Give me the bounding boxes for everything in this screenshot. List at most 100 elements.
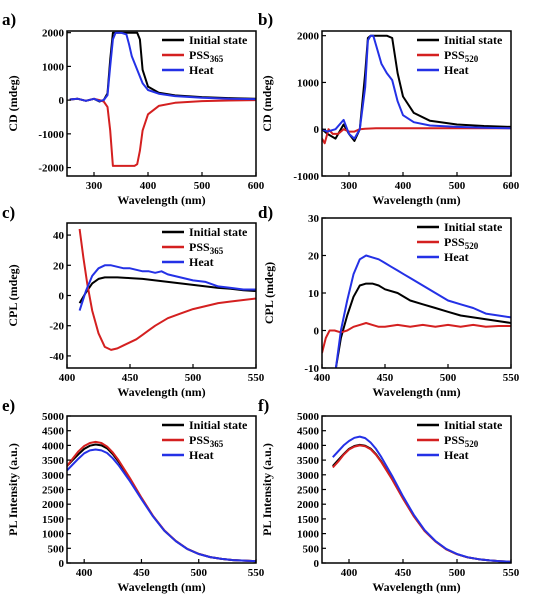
initial-state-line	[322, 36, 511, 141]
y-tick-label: 4500	[297, 426, 320, 438]
x-tick-label: 450	[133, 567, 150, 579]
y-tick-label: 500	[303, 543, 320, 555]
x-tick-label: 500	[190, 567, 207, 579]
panel-label: d)	[258, 203, 273, 222]
y-tick-label: 3000	[42, 470, 65, 482]
x-tick-label: 500	[194, 180, 211, 192]
y-axis-label: CD (mdeg)	[6, 75, 20, 131]
y-axis-label: CPL (mdeg)	[262, 262, 276, 324]
heat-line	[67, 450, 256, 562]
x-tick-label: 400	[140, 180, 157, 192]
legend-label: Initial state	[444, 418, 503, 432]
y-tick-label: 2500	[297, 485, 320, 497]
series-group	[322, 256, 511, 369]
y-axis-label: PL Intensity (a.u.)	[260, 443, 274, 536]
chart-panel-d: 400 450 500 550-100102030Wavelength (nm)CPL…	[258, 203, 520, 399]
legend-label: PSS365	[189, 433, 224, 449]
plot-frame	[322, 31, 511, 176]
y-axis-label: PL Intensity (a.u.)	[6, 443, 20, 536]
y-tick-label: 10	[308, 288, 320, 300]
x-tick-label: 500	[449, 180, 466, 192]
x-tick-label: 500	[440, 372, 457, 384]
y-tick-label: 2000	[297, 499, 320, 511]
y-tick-label: 1500	[42, 514, 65, 526]
panel-label: f)	[258, 396, 269, 415]
legend-label: Heat	[444, 63, 469, 77]
plot-frame	[67, 31, 256, 176]
chart-panel-f: 400 450 500 5500500100015002000250030003500…	[258, 396, 520, 594]
y-tick-label: 1000	[42, 529, 65, 541]
legend-label: Heat	[189, 255, 214, 269]
legend: Initial statePSS520Heat	[417, 418, 503, 462]
x-axis-label: Wavelength (nm)	[117, 385, 205, 399]
initial-state-line	[67, 445, 256, 562]
x-tick-label: 300	[341, 180, 358, 192]
y-tick-label: 1000	[297, 529, 320, 541]
y-tick-label: 500	[48, 543, 65, 555]
y-tick-label: 40	[53, 230, 65, 242]
y-tick-label: 2000	[42, 28, 65, 40]
y-tick-label: -1000	[293, 171, 319, 183]
y-tick-label: 0	[314, 124, 320, 136]
y-tick-label: 4500	[42, 426, 65, 438]
series-group	[67, 442, 256, 561]
legend-label: PSS365	[189, 240, 224, 256]
y-tick-label: -40	[49, 351, 64, 363]
y-tick-label: 3000	[297, 470, 320, 482]
heat-line	[322, 36, 511, 139]
x-tick-label: 450	[122, 372, 139, 384]
y-tick-label: 30	[308, 213, 320, 225]
y-tick-label: 0	[59, 95, 65, 107]
legend-label: PSS520	[444, 235, 479, 251]
y-tick-label: 4000	[42, 440, 65, 452]
y-tick-label: -1000	[38, 129, 64, 141]
panel-label: c)	[2, 203, 15, 222]
y-tick-label: 0	[314, 558, 320, 570]
plot-frame	[67, 223, 256, 368]
y-tick-label: -10	[304, 363, 319, 375]
y-tick-label: -20	[49, 321, 64, 333]
plot-frame	[322, 218, 511, 368]
x-tick-label: 400	[76, 567, 93, 579]
y-tick-label: 1000	[42, 61, 65, 73]
legend-label: Initial state	[444, 33, 503, 47]
legend-label: Heat	[189, 63, 214, 77]
chart-panel-a: 300 400 500 600 -2000 -1000 0 1000 2000 Wavelengt…	[2, 10, 265, 207]
y-tick-label: 0	[59, 291, 65, 303]
panel-label: a)	[2, 10, 16, 29]
legend-label: Initial state	[189, 33, 248, 47]
x-tick-label: 400	[59, 372, 76, 384]
x-tick-label: 500	[449, 567, 466, 579]
y-tick-label: 1500	[297, 514, 320, 526]
x-tick-label: 550	[503, 567, 520, 579]
chart-panel-e: 400 450 500 550 0 500 1000 1500 2000 2500 3000 3500…	[2, 396, 265, 594]
legend-label: PSS365	[189, 48, 224, 64]
series-group	[322, 36, 511, 144]
y-tick-label: 1000	[297, 77, 320, 89]
x-tick-label: 550	[248, 372, 265, 384]
y-tick-label: 2000	[297, 31, 320, 43]
x-axis-label: Wavelength (nm)	[117, 580, 205, 594]
legend-label: Heat	[444, 250, 469, 264]
legend-label: Initial state	[444, 220, 503, 234]
y-tick-label: 5000	[42, 411, 65, 423]
legend-label: PSS520	[444, 48, 479, 64]
initial-state-line	[80, 277, 256, 303]
x-tick-label: 300	[86, 180, 103, 192]
series-group	[70, 33, 256, 166]
chart-panel-b: 300 400 500 600 -1000 0 1000 2000 Wavelength (nm…	[258, 10, 520, 207]
legend: Initial statePSS520Heat	[417, 33, 503, 77]
y-axis-label: CD (mdeg)	[260, 75, 274, 131]
plot-frame	[67, 416, 256, 563]
pss-line	[333, 445, 511, 561]
x-tick-label: 550	[248, 567, 265, 579]
x-tick-label: 400	[341, 567, 358, 579]
x-tick-label: 500	[185, 372, 202, 384]
y-tick-label: 2000	[42, 499, 65, 511]
y-tick-label: 20	[53, 260, 65, 272]
x-tick-label: 450	[377, 372, 394, 384]
x-tick-label: 600	[503, 180, 520, 192]
